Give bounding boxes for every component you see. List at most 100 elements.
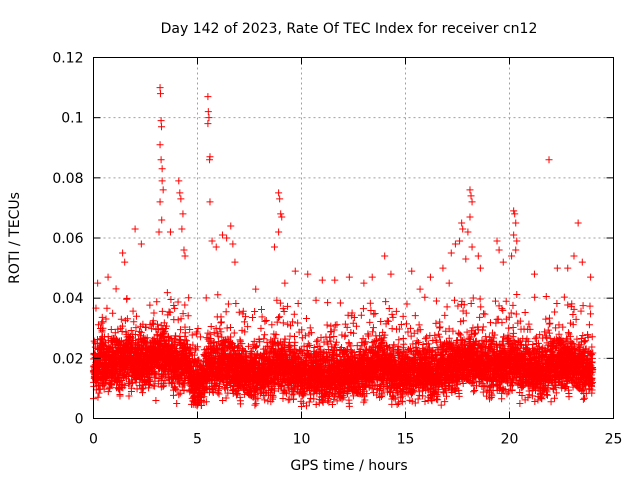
- data-point: [125, 333, 133, 341]
- data-point: [94, 321, 102, 329]
- data-point: [188, 363, 196, 371]
- data-point: [181, 301, 189, 309]
- data-point: [216, 382, 224, 390]
- data-point: [112, 285, 120, 293]
- data-point: [169, 343, 177, 351]
- data-point: [128, 379, 136, 387]
- data-point: [206, 330, 214, 338]
- data-point: [207, 322, 215, 330]
- data-point: [121, 382, 129, 390]
- data-point: [190, 351, 198, 359]
- data-point: [153, 298, 161, 306]
- data-point: [137, 328, 145, 336]
- data-point: [145, 380, 153, 388]
- data-point: [158, 307, 166, 315]
- data-point: [123, 294, 131, 302]
- data-point: [163, 289, 171, 297]
- data-point: [174, 316, 182, 324]
- data-point: [222, 308, 230, 316]
- data-point: [203, 334, 211, 342]
- data-point: [170, 301, 178, 309]
- data-point: [146, 301, 154, 309]
- data-point: [107, 325, 115, 333]
- data-point: [125, 373, 133, 381]
- data-point: [177, 326, 185, 334]
- data-point: [127, 388, 135, 396]
- data-point: [127, 326, 135, 334]
- data-point: [222, 394, 230, 402]
- data-point: [181, 336, 189, 344]
- data-point: [184, 312, 192, 320]
- scatter-points: [89, 84, 597, 410]
- data-point: [118, 376, 126, 384]
- data-point: [214, 291, 222, 299]
- data-point: [216, 325, 224, 333]
- data-point: [218, 333, 226, 341]
- data-point: [192, 346, 200, 354]
- data-point: [150, 309, 158, 317]
- data-point: [176, 389, 184, 397]
- data-point: [99, 324, 107, 332]
- data-point: [139, 389, 147, 397]
- data-point: [215, 390, 223, 398]
- data-point: [116, 391, 124, 399]
- data-point: [195, 356, 203, 364]
- data-point: [114, 375, 122, 383]
- data-point: [158, 333, 166, 341]
- data-point: [181, 329, 189, 337]
- data-point: [130, 318, 138, 326]
- data-point: [217, 328, 225, 336]
- data-point: [98, 319, 106, 327]
- data-point: [157, 374, 165, 382]
- chart-title: Day 142 of 2023, Rate Of TEC Index for r…: [161, 21, 538, 37]
- data-point: [200, 380, 208, 388]
- data-point: [170, 335, 178, 343]
- data-point: [123, 315, 131, 323]
- data-point: [161, 327, 169, 335]
- data-point: [210, 329, 218, 337]
- data-point: [131, 330, 139, 338]
- data-point: [189, 341, 197, 349]
- data-point: [182, 337, 190, 345]
- data-point: [202, 398, 210, 406]
- data-point: [177, 315, 185, 323]
- data-point: [173, 386, 181, 394]
- data-point: [129, 307, 137, 315]
- data-point: [104, 388, 112, 396]
- data-point: [146, 381, 154, 389]
- data-point: [132, 324, 140, 332]
- data-point: [160, 381, 168, 389]
- data-point: [193, 343, 201, 351]
- data-point: [110, 370, 118, 378]
- data-point: [171, 304, 179, 312]
- data-point: [196, 333, 204, 341]
- data-point: [180, 381, 188, 389]
- data-point: [103, 304, 111, 312]
- data-point: [142, 323, 150, 331]
- data-point: [125, 392, 133, 400]
- data-point: [185, 294, 193, 302]
- data-point: [166, 308, 174, 316]
- data-point: [94, 393, 102, 401]
- data-point: [163, 322, 171, 330]
- data-point: [167, 296, 175, 304]
- data-point: [100, 385, 108, 393]
- data-point: [217, 319, 225, 327]
- data-point: [172, 385, 180, 393]
- data-point: [114, 325, 122, 333]
- data-point: [217, 318, 225, 326]
- data-point: [214, 387, 222, 395]
- data-point: [174, 298, 182, 306]
- data-point: [109, 309, 117, 317]
- data-point: [186, 325, 194, 333]
- data-point: [148, 325, 156, 333]
- data-point: [202, 294, 210, 302]
- data-point: [117, 337, 125, 345]
- data-point: [102, 315, 110, 323]
- data-point: [188, 331, 196, 339]
- data-point: [160, 329, 168, 337]
- data-point: [132, 312, 140, 320]
- data-point: [194, 324, 202, 332]
